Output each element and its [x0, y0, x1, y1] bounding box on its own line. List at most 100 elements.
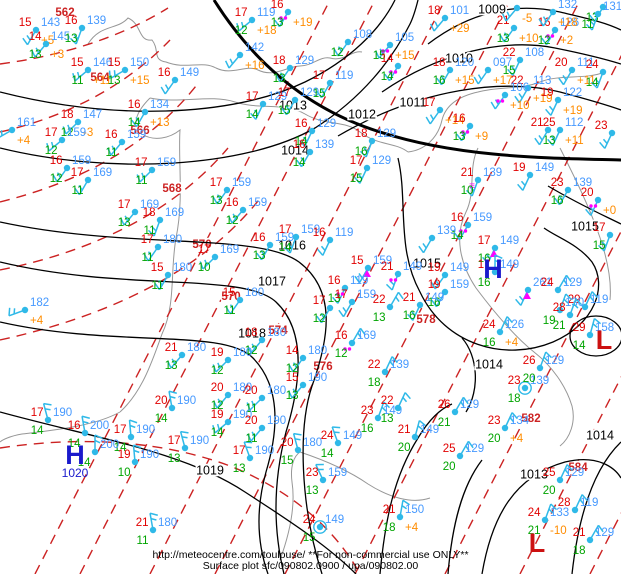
pressure-value: 119 [335, 70, 353, 82]
station-dot [223, 186, 231, 194]
station-dot [594, 196, 602, 204]
wind-barb-feather [430, 281, 436, 290]
wind-barb-feather [434, 279, 440, 285]
station-plot: 26 129 21 [438, 396, 479, 429]
wind-barb-feather [515, 298, 522, 306]
temperature-value: 21 [136, 517, 149, 529]
station-plot: 19 190 10 [118, 444, 159, 479]
station-plot: 18 101 +29 [428, 5, 470, 35]
wind-barb-feather [538, 18, 544, 27]
pressure-value: 129 [595, 527, 614, 539]
isobar-label: 1013 [279, 99, 307, 113]
wind-barb-feather [564, 469, 570, 475]
wind-barb-feather [147, 229, 155, 237]
dewpoint-value: 16 [428, 297, 441, 309]
station-dot [466, 122, 474, 130]
wind-barb-feather [94, 439, 101, 444]
drizzle-icon [465, 130, 470, 134]
station-dot [556, 306, 564, 314]
wind-barb-feather [397, 291, 404, 300]
dewpoint-value: 11 [582, 19, 594, 31]
station-dot [386, 41, 394, 49]
station-plot: 18 129 16 [355, 128, 396, 158]
pressure-value: 159 [301, 224, 320, 236]
wind-barb-feather [293, 432, 302, 436]
caption-source-line: http://meteocentre.com/toulouse/ **For n… [152, 549, 469, 561]
temperature-value: 29 [568, 294, 581, 306]
pressure-value: 150 [130, 57, 149, 69]
coastline [559, 147, 611, 301]
temperature-value: 18 [355, 128, 368, 140]
isobar-label: 1019 [196, 464, 224, 478]
station-plot: 16 134 14 +13 [128, 99, 170, 129]
pressure-tendency-value: -10 [550, 525, 567, 537]
pressure-center-letter: L [596, 325, 613, 355]
wind-barb-feather [283, 246, 291, 254]
station-dot [551, 26, 559, 34]
wind-barb-feather [246, 402, 251, 411]
calm-wind-circle-icon [313, 520, 327, 534]
dewpoint-value: 11 [106, 147, 118, 159]
station-plot: 19 122 +19 [541, 87, 583, 117]
dewpoint-value: 13 [108, 75, 121, 87]
wind-barb-feather [294, 438, 301, 441]
temperature-value: 21 [461, 167, 474, 179]
temperature-value: 21 [398, 424, 411, 436]
station-plot: 132 +18 [538, 0, 578, 29]
station-plot: 17 190 14 [114, 419, 155, 454]
wind-barb-feather [260, 250, 265, 256]
wind-barb-feather [113, 70, 116, 76]
wind-barb-feather [73, 34, 79, 40]
pressure-tendency-value: +3 [51, 49, 64, 61]
wind-barb-feather [573, 303, 579, 309]
station-dot [348, 339, 356, 347]
station-dot [456, 452, 464, 460]
station-plot: 17 149 16 [478, 254, 519, 289]
temperature-value: 19 [118, 449, 131, 461]
station-plot: 13019 [543, 293, 584, 327]
temperature-value: 24 [483, 319, 496, 331]
temperature-value: 20 [555, 57, 568, 69]
temperature-value: 22 [503, 47, 516, 59]
pressure-value: 129 [460, 399, 479, 411]
wind-barb-feather [251, 431, 256, 438]
isobar [569, 315, 621, 357]
pressure-value: 142 [245, 42, 264, 54]
pressure-value: 190 [190, 435, 209, 447]
temperature-value: 26 [523, 355, 536, 367]
station-dot [536, 364, 544, 372]
station-plot: 16 159 14 [451, 212, 492, 242]
pressure-value: 159 [275, 232, 294, 244]
station-dot [168, 404, 176, 412]
wind-barb-feather [147, 251, 153, 257]
wind-barb-feather [563, 279, 568, 285]
wind-barb-feather [151, 226, 157, 232]
wind-barb-feather [285, 105, 290, 111]
wind-barb-feather [589, 14, 596, 23]
pressure-value: 159 [67, 127, 86, 139]
temperature-value: 17 [168, 435, 181, 447]
dewpoint-value: 12 [211, 365, 224, 377]
wind-barb-feather [43, 402, 52, 406]
wind-barb-feather [69, 37, 77, 45]
dewpoint-value: 14 [68, 438, 81, 450]
station-plot: 17 159 11 [135, 157, 176, 187]
pressure-tendency-value: +4 [17, 135, 31, 147]
temperature-value: 21 [497, 15, 510, 27]
station-dot [484, 66, 492, 74]
wind-barb-feather [299, 139, 306, 147]
wind-barb-feather [541, 37, 548, 46]
dewpoint-value: 11 [72, 75, 84, 87]
wind-barb-feather [131, 119, 138, 128]
pressure-value: 161 [17, 117, 36, 129]
station-dot [564, 186, 572, 194]
drizzle-icon [461, 130, 465, 134]
wind-barb-feather [216, 194, 222, 200]
wind-barb-feather [240, 21, 244, 28]
temperature-value: 18 [273, 55, 286, 67]
temperature-value: 16 [295, 118, 308, 130]
pressure-value: 139 [437, 225, 456, 237]
coastline [459, 147, 574, 447]
station-plot: 17 129 15 [278, 87, 319, 117]
